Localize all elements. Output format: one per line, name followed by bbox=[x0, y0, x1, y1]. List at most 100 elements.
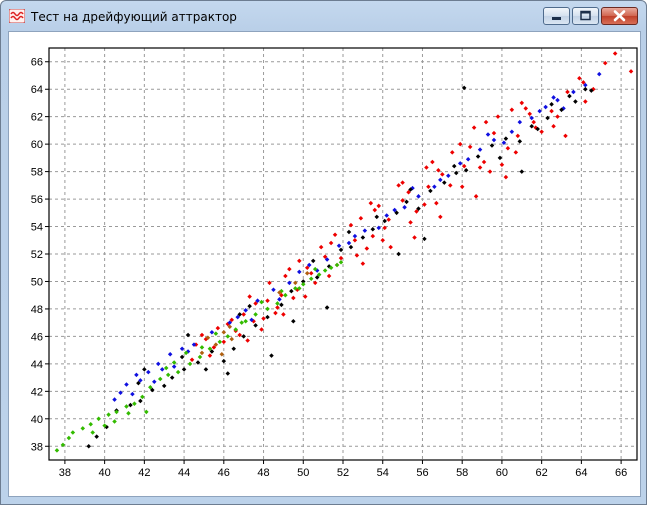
data-point-red bbox=[291, 295, 296, 301]
data-point-red bbox=[628, 69, 634, 74]
data-point-orange bbox=[219, 351, 225, 357]
data-point-green bbox=[265, 306, 270, 312]
data-point-green bbox=[334, 262, 340, 268]
x-tick-label: 38 bbox=[59, 467, 71, 479]
data-point-red bbox=[267, 280, 272, 286]
data-point-orange bbox=[229, 336, 235, 342]
data-point-blue bbox=[501, 140, 507, 146]
data-point-blue bbox=[543, 104, 548, 110]
data-point-red bbox=[318, 244, 324, 250]
data-point-red bbox=[247, 294, 252, 299]
data-point-blue bbox=[362, 228, 368, 233]
data-point-green bbox=[163, 365, 169, 371]
y-tick-label: 40 bbox=[31, 414, 43, 426]
data-point-green bbox=[140, 394, 145, 400]
data-point-red bbox=[513, 150, 519, 155]
data-point-red bbox=[519, 100, 525, 106]
data-point-red bbox=[328, 240, 334, 246]
data-point-red bbox=[273, 310, 278, 316]
data-point-red bbox=[406, 189, 411, 195]
data-point-black bbox=[225, 371, 231, 376]
data-point-green bbox=[96, 416, 101, 422]
data-point-orange bbox=[277, 290, 282, 295]
data-point-black bbox=[549, 102, 554, 107]
minimize-button[interactable] bbox=[543, 7, 570, 25]
data-point-blue bbox=[155, 361, 161, 367]
x-tick-label: 58 bbox=[456, 467, 468, 479]
data-point-black bbox=[573, 99, 578, 104]
y-tick-label: 66 bbox=[31, 57, 43, 69]
data-point-blue bbox=[134, 372, 139, 378]
data-point-black bbox=[442, 180, 447, 185]
data-point-black bbox=[142, 367, 147, 372]
data-point-blue bbox=[446, 173, 451, 178]
data-point-red bbox=[509, 107, 515, 113]
data-point-green bbox=[233, 327, 238, 332]
data-point-green bbox=[328, 265, 334, 270]
minimize-icon bbox=[552, 17, 561, 20]
title-bar[interactable]: Тест на дрейфующий аттрактор bbox=[1, 1, 646, 31]
data-point-red bbox=[360, 261, 366, 266]
data-point-red bbox=[302, 294, 308, 299]
data-point-blue bbox=[297, 269, 302, 275]
data-point-red bbox=[229, 317, 235, 323]
data-point-black bbox=[370, 227, 376, 232]
data-point-blue bbox=[191, 342, 197, 347]
data-point-red bbox=[372, 207, 378, 213]
data-point-red bbox=[388, 244, 393, 250]
data-point-red bbox=[221, 339, 227, 345]
x-tick-label: 40 bbox=[98, 467, 110, 479]
wave-app-icon bbox=[9, 9, 25, 23]
data-point-green bbox=[308, 276, 314, 281]
data-point-black bbox=[247, 303, 252, 309]
x-tick-label: 52 bbox=[337, 467, 349, 479]
chart-area: 38 40 42 44 46 48 50 52 54 56 58 60 62 64 66 38 40 42 44 46… bbox=[8, 31, 641, 497]
data-point-black bbox=[583, 86, 588, 92]
data-point-green bbox=[114, 409, 119, 415]
data-point-green bbox=[175, 369, 181, 375]
data-point-green bbox=[322, 268, 328, 273]
x-tick-label: 56 bbox=[416, 467, 428, 479]
data-point-black bbox=[203, 367, 209, 372]
data-point-green bbox=[144, 409, 149, 415]
data-point-black bbox=[428, 188, 433, 194]
data-point-black bbox=[346, 229, 352, 235]
data-point-black bbox=[475, 154, 481, 159]
data-point-red bbox=[364, 246, 370, 251]
data-point-black bbox=[408, 187, 413, 192]
data-point-red bbox=[499, 162, 505, 167]
data-point-red bbox=[448, 183, 453, 188]
data-point-black bbox=[453, 170, 459, 176]
data-point-green bbox=[293, 286, 298, 291]
data-point-blue bbox=[167, 351, 173, 357]
x-tick-label: 54 bbox=[377, 467, 389, 479]
data-point-red bbox=[483, 119, 489, 125]
data-point-red bbox=[583, 99, 588, 104]
data-point-blue bbox=[146, 369, 151, 375]
data-point-green bbox=[207, 346, 213, 352]
data-point-green bbox=[243, 319, 248, 324]
data-point-green bbox=[70, 430, 76, 435]
data-point-red bbox=[207, 353, 213, 358]
data-point-red bbox=[412, 235, 417, 240]
data-point-red bbox=[503, 174, 509, 180]
data-point-blue bbox=[171, 364, 177, 369]
data-point-blue bbox=[416, 194, 421, 199]
y-tick-label: 62 bbox=[31, 112, 43, 124]
data-point-black bbox=[279, 302, 284, 308]
data-point-green bbox=[80, 426, 86, 431]
close-button[interactable] bbox=[601, 7, 638, 25]
data-point-green bbox=[102, 423, 107, 428]
data-point-green bbox=[54, 448, 60, 453]
data-point-green bbox=[88, 422, 93, 427]
data-point-red bbox=[487, 169, 493, 174]
data-point-black bbox=[231, 346, 237, 352]
data-point-red bbox=[281, 312, 286, 317]
data-point-red bbox=[386, 217, 391, 222]
maximize-button[interactable] bbox=[572, 7, 599, 25]
data-point-black bbox=[310, 258, 316, 264]
data-point-black bbox=[128, 402, 133, 408]
data-point-black bbox=[451, 163, 457, 169]
data-point-green bbox=[217, 339, 223, 345]
